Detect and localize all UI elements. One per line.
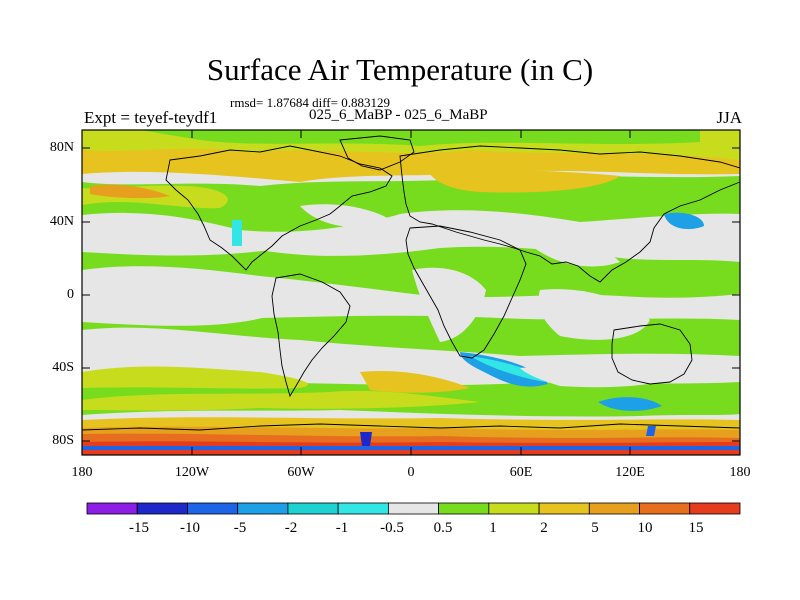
lon-tick-label: 120W [174,465,210,480]
pacific-neutral [82,298,270,326]
south-pacific-warm [82,366,308,389]
north-hot-patch [90,184,170,199]
tick-marks [81,130,741,455]
colorbar-label: -1 [335,520,349,536]
lon-tick-label: 60W [287,465,315,480]
south-atlantic-cyan [470,356,546,382]
antarctic-cold-spot [360,432,372,446]
lat-tick-label: 40N [49,214,74,229]
colorbar-box [136,502,188,515]
antarctic-cold-spot-2 [646,426,656,436]
colorbar-label: 15 [688,520,704,536]
south-atlantic-warm [360,370,470,393]
lat-tick-label: 40S [52,360,74,375]
indian-ocean-neutral [538,289,650,340]
colorbar [86,502,741,515]
colorbar-label: -2 [284,520,298,536]
australia-outline [611,323,693,385]
lon-tick-label: 0 [407,465,415,480]
antarctica-outline [81,423,741,431]
colorbar-box [237,502,289,515]
north-atlantic-neutral [300,204,396,228]
colorbar-box [86,502,138,515]
lat-tick-label: 80S [52,433,74,448]
arctic-light [140,130,700,146]
coastlines [81,135,741,431]
colorbar-box [689,502,741,515]
colorbar-label: -5 [233,520,247,536]
colorbar-label: -15 [129,520,149,536]
colorbar-box [488,502,540,515]
experiment-label: Expt = teyef-teydf1 [84,108,218,127]
colorbar-box [588,502,640,515]
australia-south-cold [598,397,662,411]
south-america-outline [271,273,351,398]
colorbar-label: -10 [180,520,200,536]
colorbar-box [538,502,590,515]
figure-title: Surface Air Temperature (in C) [206,52,594,87]
colorbar-box [337,502,389,515]
africa-neutral [412,267,486,342]
colorbar-label: -0.5 [380,520,404,536]
lon-tick-label: 120E [615,465,645,480]
colorbar-label: 2 [540,520,548,536]
north-pacific-cold [664,212,704,230]
lat-tick-label: 80N [49,140,74,155]
eurasia-warm [430,170,620,193]
season-label: JJA [716,108,742,127]
north-belt [82,175,740,232]
southern-neutral [520,366,700,388]
lat-tick-label: 0 [67,287,74,302]
map-field [82,130,740,455]
comparison-label: 025_6_MaBP - 025_6_MaBP [309,107,488,123]
colorbar-box [387,502,440,515]
north-america-outline [165,145,393,271]
lon-tick-label: 60E [509,465,533,480]
colorbar-label: 5 [591,520,599,536]
colorbar-box [438,502,490,515]
asia-neutral [520,235,620,267]
stats-line: rmsd= 1.87684 diff= 0.883129 [230,95,390,110]
south-pacific-neutral [82,339,220,364]
colorbar-label: 0.5 [433,520,453,536]
colorbar-label: 1 [489,520,497,536]
colorbar-label: 10 [637,520,653,536]
americas-cold-spot [232,220,242,246]
colorbar-box [187,502,239,515]
lon-tick-label: 180 [729,465,751,480]
southern-warm [82,390,480,411]
colorbar-box [287,502,339,515]
africa-outline [405,225,527,359]
colorbar-box [639,502,691,515]
lon-tick-label: 180 [71,465,93,480]
greenland-outline [339,135,415,171]
